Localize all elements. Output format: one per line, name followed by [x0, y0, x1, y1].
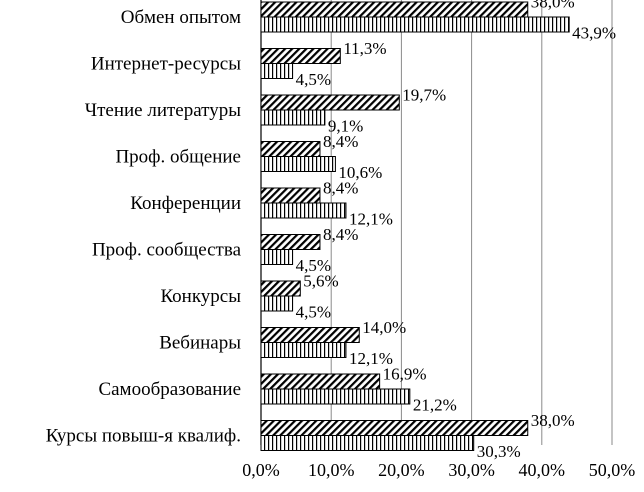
category-label: Проф. сообщества — [92, 240, 242, 261]
bar-series-2 — [260, 63, 294, 79]
data-label: 5,6% — [303, 272, 338, 291]
bar-series-2 — [260, 202, 347, 219]
bar-series-2 — [260, 435, 475, 451]
bar-series-2 — [260, 109, 326, 126]
data-label: 8,4% — [323, 225, 358, 244]
grid-lines — [260, 0, 613, 445]
category-label: Конференции — [130, 193, 241, 214]
bar-series-1 — [260, 1, 529, 18]
data-label: 38,0% — [531, 0, 575, 12]
data-label: 11,3% — [343, 39, 386, 58]
data-label: 43,9% — [572, 24, 616, 43]
category-label: Проф. общение — [115, 147, 241, 168]
bars — [260, 1, 570, 451]
category-label: Самообразование — [98, 379, 241, 400]
labels: 0,0% 10,0% 20,0% 30,0% 40,0% 50,0% Обмен опыто… — [46, 0, 636, 480]
category-label: Интернет-ресурсы — [91, 54, 241, 75]
bar-series-1 — [260, 280, 301, 297]
data-label: 4,5% — [296, 256, 331, 275]
bar-series-2 — [260, 249, 294, 265]
data-label: 4,5% — [296, 70, 331, 89]
data-label: 21,2% — [413, 396, 457, 415]
bar-series-1 — [260, 48, 341, 64]
bar-series-2 — [260, 342, 347, 358]
x-tick-label: 40,0% — [519, 460, 566, 480]
bar-series-1 — [260, 420, 529, 436]
data-label: 8,4% — [323, 132, 358, 151]
data-label: 12,1% — [349, 210, 393, 229]
data-label: 14,0% — [362, 318, 406, 337]
x-tick-label: 30,0% — [448, 460, 495, 480]
bar-series-1 — [260, 187, 321, 204]
bar-series-2 — [260, 156, 336, 172]
bar-series-1 — [260, 141, 321, 157]
x-tick-label: 20,0% — [378, 460, 425, 480]
category-label: Вебинары — [159, 333, 241, 354]
x-tick-label: 0,0% — [242, 460, 280, 480]
data-label: 9,1% — [328, 117, 363, 136]
data-label: 38,0% — [531, 411, 575, 430]
x-tick-label: 50,0% — [589, 460, 636, 480]
bar-series-1 — [260, 234, 321, 250]
data-label: 30,3% — [477, 442, 521, 461]
bar-series-2 — [260, 16, 570, 33]
x-tick-label: 10,0% — [308, 460, 355, 480]
category-label: Конкурсы — [160, 286, 241, 307]
bar-series-1 — [260, 373, 381, 390]
data-label: 12,1% — [349, 349, 393, 368]
data-label: 19,7% — [402, 86, 446, 105]
data-label: 4,5% — [296, 303, 331, 322]
bar-series-1 — [260, 327, 360, 343]
category-label: Курсы повыш-я квалиф. — [46, 426, 241, 447]
bar-series-2 — [260, 388, 411, 405]
category-label: Чтение литературы — [85, 100, 241, 121]
bar-series-1 — [260, 94, 400, 111]
data-label: 10,6% — [338, 163, 382, 182]
data-label: 8,4% — [323, 179, 358, 198]
data-label: 16,9% — [383, 365, 427, 384]
bar-series-2 — [260, 295, 294, 312]
category-label: Обмен опытом — [121, 7, 241, 28]
